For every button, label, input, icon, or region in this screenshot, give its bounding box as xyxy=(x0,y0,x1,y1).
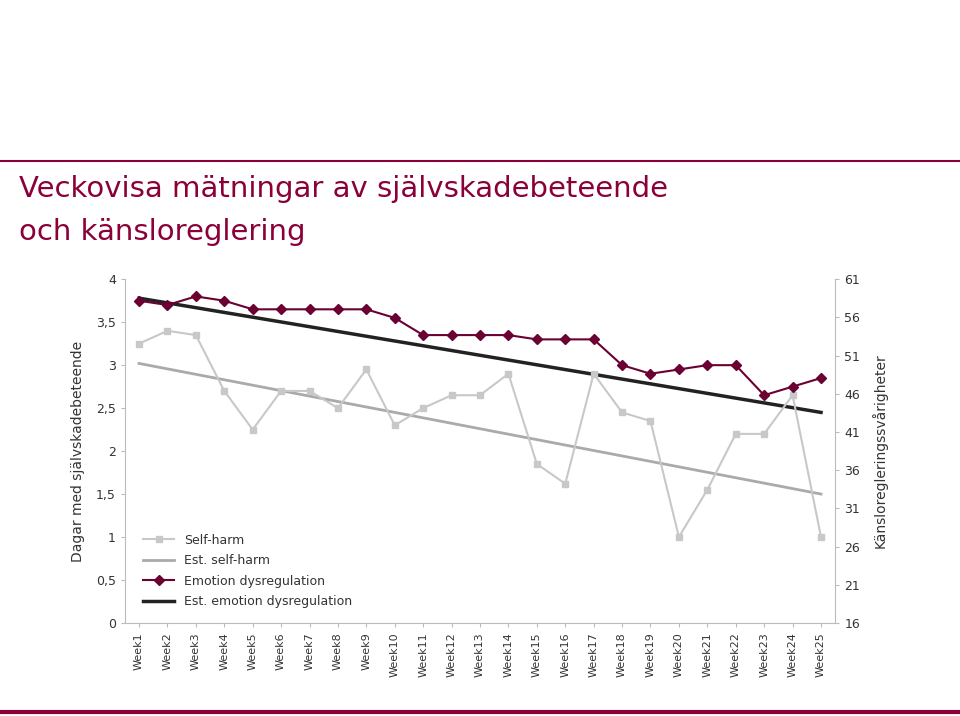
Text: och känsloreglering: och känsloreglering xyxy=(19,218,305,246)
Text: Veckovisa mätningar av självskadebeteende: Veckovisa mätningar av självskadebeteend… xyxy=(19,175,668,203)
Y-axis label: Känsloregleringssvårigheter: Känsloregleringssvårigheter xyxy=(872,354,887,548)
Legend: Self-harm, Est. self-harm, Emotion dysregulation, Est. emotion dysregulation: Self-harm, Est. self-harm, Emotion dysre… xyxy=(138,528,357,613)
Y-axis label: Dagar med självskadebeteende: Dagar med självskadebeteende xyxy=(71,341,84,561)
